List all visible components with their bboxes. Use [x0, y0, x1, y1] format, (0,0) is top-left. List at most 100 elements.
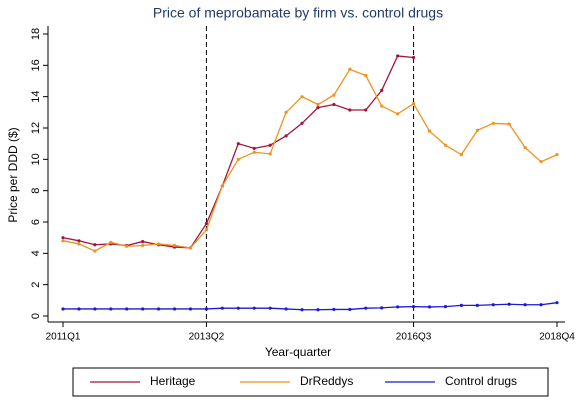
point: [125, 244, 129, 248]
point: [300, 95, 304, 99]
point: [236, 157, 240, 161]
point: [364, 73, 368, 78]
point: [332, 102, 336, 107]
point: [157, 307, 161, 311]
point: [459, 303, 463, 307]
point: [141, 243, 145, 248]
point: [411, 305, 416, 309]
point: [443, 143, 448, 147]
point: [268, 306, 272, 310]
point: [316, 102, 320, 107]
y-tick-label: 18: [30, 28, 42, 40]
point: [93, 307, 97, 311]
point: [539, 303, 543, 307]
point: [523, 145, 527, 150]
point: [364, 108, 368, 112]
x-tick-label: 2016Q3: [396, 332, 432, 343]
legend-label: Control drugs: [445, 374, 517, 388]
point: [268, 152, 272, 156]
point: [284, 134, 288, 138]
point: [380, 104, 384, 108]
point: [77, 307, 81, 311]
point: [268, 143, 272, 147]
legend-label: Heritage: [150, 374, 196, 388]
point: [93, 249, 97, 253]
point: [555, 301, 559, 305]
point: [300, 308, 304, 312]
y-tick-label: 8: [30, 188, 42, 194]
y-tick-label: 4: [30, 250, 42, 256]
point: [220, 184, 224, 188]
point: [252, 146, 256, 150]
y-tick-label: 6: [30, 219, 42, 225]
point: [316, 308, 320, 312]
point: [61, 239, 65, 243]
y-tick-label: 14: [30, 91, 42, 103]
point: [188, 246, 193, 250]
series-line: [63, 302, 558, 311]
point: [77, 242, 81, 246]
point: [252, 150, 256, 154]
y-tick-label: 12: [30, 122, 42, 134]
point: [380, 88, 384, 92]
point: [316, 106, 320, 110]
point: [284, 110, 288, 114]
y-tick-label: 16: [30, 59, 42, 71]
point: [396, 305, 400, 309]
point: [109, 240, 113, 244]
point: [396, 112, 400, 116]
series-line: [62, 68, 558, 252]
point: [427, 305, 432, 309]
point: [427, 129, 432, 133]
point: [523, 303, 527, 307]
point: [157, 242, 161, 246]
point: [507, 122, 511, 126]
point: [284, 307, 288, 311]
point: [396, 54, 400, 58]
point: [507, 302, 511, 306]
point: [204, 228, 209, 232]
point: [459, 153, 463, 157]
point: [364, 306, 368, 310]
point: [411, 55, 416, 60]
point: [204, 221, 209, 226]
point: [411, 102, 416, 106]
point: [109, 307, 113, 311]
point: [236, 306, 240, 310]
point: [491, 121, 495, 125]
point: [141, 239, 145, 244]
y-tick-label: 2: [30, 282, 42, 288]
point: [348, 307, 352, 312]
y-tick-label: 0: [30, 313, 42, 319]
point: [380, 306, 384, 310]
legend-box: [72, 367, 549, 397]
point: [252, 306, 256, 310]
point: [93, 243, 97, 247]
y-tick-label: 10: [30, 153, 42, 165]
point: [220, 306, 224, 310]
point: [491, 303, 495, 307]
legend-label: DrReddys: [300, 374, 353, 388]
x-tick-label: 2018Q4: [539, 332, 575, 343]
point: [348, 108, 352, 112]
y-axis-label: Price per DDD ($): [6, 127, 20, 222]
point: [77, 239, 81, 243]
point: [555, 153, 559, 157]
point: [332, 93, 336, 97]
point: [61, 236, 65, 240]
point: [475, 128, 479, 132]
point: [332, 307, 336, 312]
point: [125, 307, 129, 311]
x-axis-label: Year-quarter: [265, 345, 331, 359]
point: [172, 307, 177, 311]
point: [61, 307, 65, 311]
point: [236, 142, 240, 146]
chart-title: Price of meprobamate by firm vs. control…: [153, 5, 443, 21]
point: [475, 303, 479, 307]
x-tick-label: 2013Q2: [189, 332, 225, 343]
point: [141, 307, 145, 311]
point: [300, 121, 304, 125]
x-tick-label: 2011Q1: [46, 332, 81, 343]
point: [539, 160, 543, 164]
